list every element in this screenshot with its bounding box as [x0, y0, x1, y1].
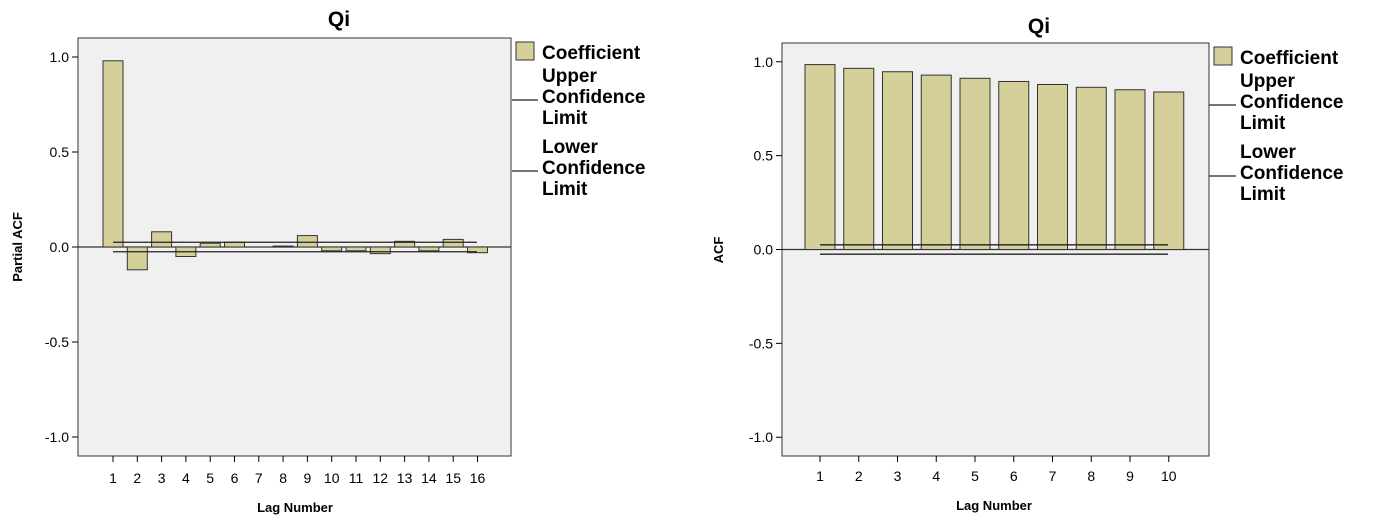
bar — [224, 241, 245, 248]
bar — [843, 67, 875, 250]
x-tick-label: 11 — [349, 470, 364, 486]
legend: CoefficientUpperConfidenceLimitLowerConf… — [512, 41, 645, 200]
x-tick-label: 2 — [855, 468, 863, 484]
legend-label-lower: Confidence — [1240, 163, 1343, 184]
x-tick-label: 15 — [445, 470, 461, 486]
bar — [920, 74, 952, 250]
x-tick-label: 6 — [231, 470, 239, 486]
legend-label-lower: Confidence — [542, 158, 645, 179]
legend-label-lower: Limit — [542, 179, 588, 200]
y-tick-label: 1.0 — [50, 49, 70, 65]
x-tick-label: 16 — [470, 470, 486, 486]
y-tick-label: 0.5 — [754, 148, 774, 164]
legend-label-upper: Limit — [1240, 113, 1286, 134]
bar — [1114, 89, 1146, 250]
y-tick-label: 0.0 — [50, 239, 70, 255]
bar — [442, 238, 464, 248]
legend-label-upper: Upper — [1240, 71, 1296, 92]
x-tick-label: 2 — [133, 470, 141, 486]
bar — [394, 240, 416, 248]
x-tick-label: 12 — [373, 470, 389, 486]
chart-title: Qi — [1028, 15, 1050, 38]
legend-swatch-coefficient — [515, 41, 535, 61]
bar — [102, 60, 124, 248]
x-tick-label: 1 — [816, 468, 824, 484]
x-axis-label: Lag Number — [257, 500, 333, 515]
bar — [1037, 83, 1068, 250]
y-tick-label: -1.0 — [749, 429, 773, 445]
x-tick-label: 9 — [304, 470, 312, 486]
x-tick-label: 4 — [182, 470, 190, 486]
x-tick-label: 5 — [206, 470, 214, 486]
legend: CoefficientUpperConfidenceLimitLowerConf… — [1209, 46, 1343, 205]
chart-2: Qi 1.0 0.5 0.0 -0.5 -1.0 ACF 1 2 3 4 5 6 7 8 9 10 Lag Num… — [711, 15, 1343, 513]
legend-label-upper: Confidence — [542, 87, 645, 108]
x-tick-label: 14 — [421, 470, 437, 486]
bar — [151, 231, 173, 248]
bar — [959, 77, 991, 250]
y-tick-label: -0.5 — [45, 334, 69, 350]
x-tick-label: 7 — [1049, 468, 1057, 484]
x-tick-label: 10 — [324, 470, 340, 486]
legend-label-coefficient: Coefficient — [1240, 48, 1339, 69]
bar — [296, 235, 318, 248]
y-tick-label: -1.0 — [45, 429, 69, 445]
y-tick-label: -0.5 — [749, 335, 773, 351]
x-tick-label: 8 — [1087, 468, 1095, 484]
x-tick-label: 4 — [932, 468, 940, 484]
x-tick-label: 9 — [1126, 468, 1134, 484]
chart-title: Qi — [328, 8, 350, 31]
bar — [345, 246, 367, 252]
x-tick-label: 7 — [255, 470, 263, 486]
x-tick-label: 6 — [1010, 468, 1018, 484]
x-tick-label: 5 — [971, 468, 979, 484]
bar — [998, 80, 1030, 251]
bar — [804, 64, 836, 250]
legend-label-lower: Lower — [1240, 142, 1297, 163]
y-axis-label: Partial ACF — [10, 212, 25, 282]
x-axis-label: Lag Number — [956, 498, 1032, 513]
legend-label-upper: Limit — [542, 108, 588, 129]
legend-label-coefficient: Coefficient — [542, 43, 641, 64]
bar — [321, 246, 343, 252]
y-axis-label: ACF — [711, 237, 726, 264]
bar — [882, 71, 913, 250]
legend-label-upper: Upper — [542, 66, 598, 87]
bar — [1075, 86, 1107, 250]
bar — [1153, 91, 1185, 251]
y-tick-label: 1.0 — [754, 54, 774, 70]
legend-label-upper: Confidence — [1240, 92, 1343, 113]
legend-label-lower: Limit — [1240, 184, 1286, 205]
bar — [467, 246, 488, 254]
x-tick-label: 10 — [1161, 468, 1177, 484]
bar — [126, 246, 148, 271]
y-tick-label: 0.5 — [50, 144, 70, 160]
x-tick-label: 3 — [894, 468, 902, 484]
bar — [418, 246, 440, 252]
bar — [369, 246, 391, 255]
legend-label-lower: Lower — [542, 137, 599, 158]
bar — [199, 242, 221, 248]
x-tick-label: 13 — [397, 470, 413, 486]
y-tick-label: 0.0 — [754, 242, 774, 258]
legend-swatch-coefficient — [1213, 46, 1233, 66]
x-tick-label: 1 — [109, 470, 117, 486]
bar — [272, 245, 294, 248]
x-tick-label: 3 — [158, 470, 166, 486]
x-tick-label: 8 — [279, 470, 287, 486]
